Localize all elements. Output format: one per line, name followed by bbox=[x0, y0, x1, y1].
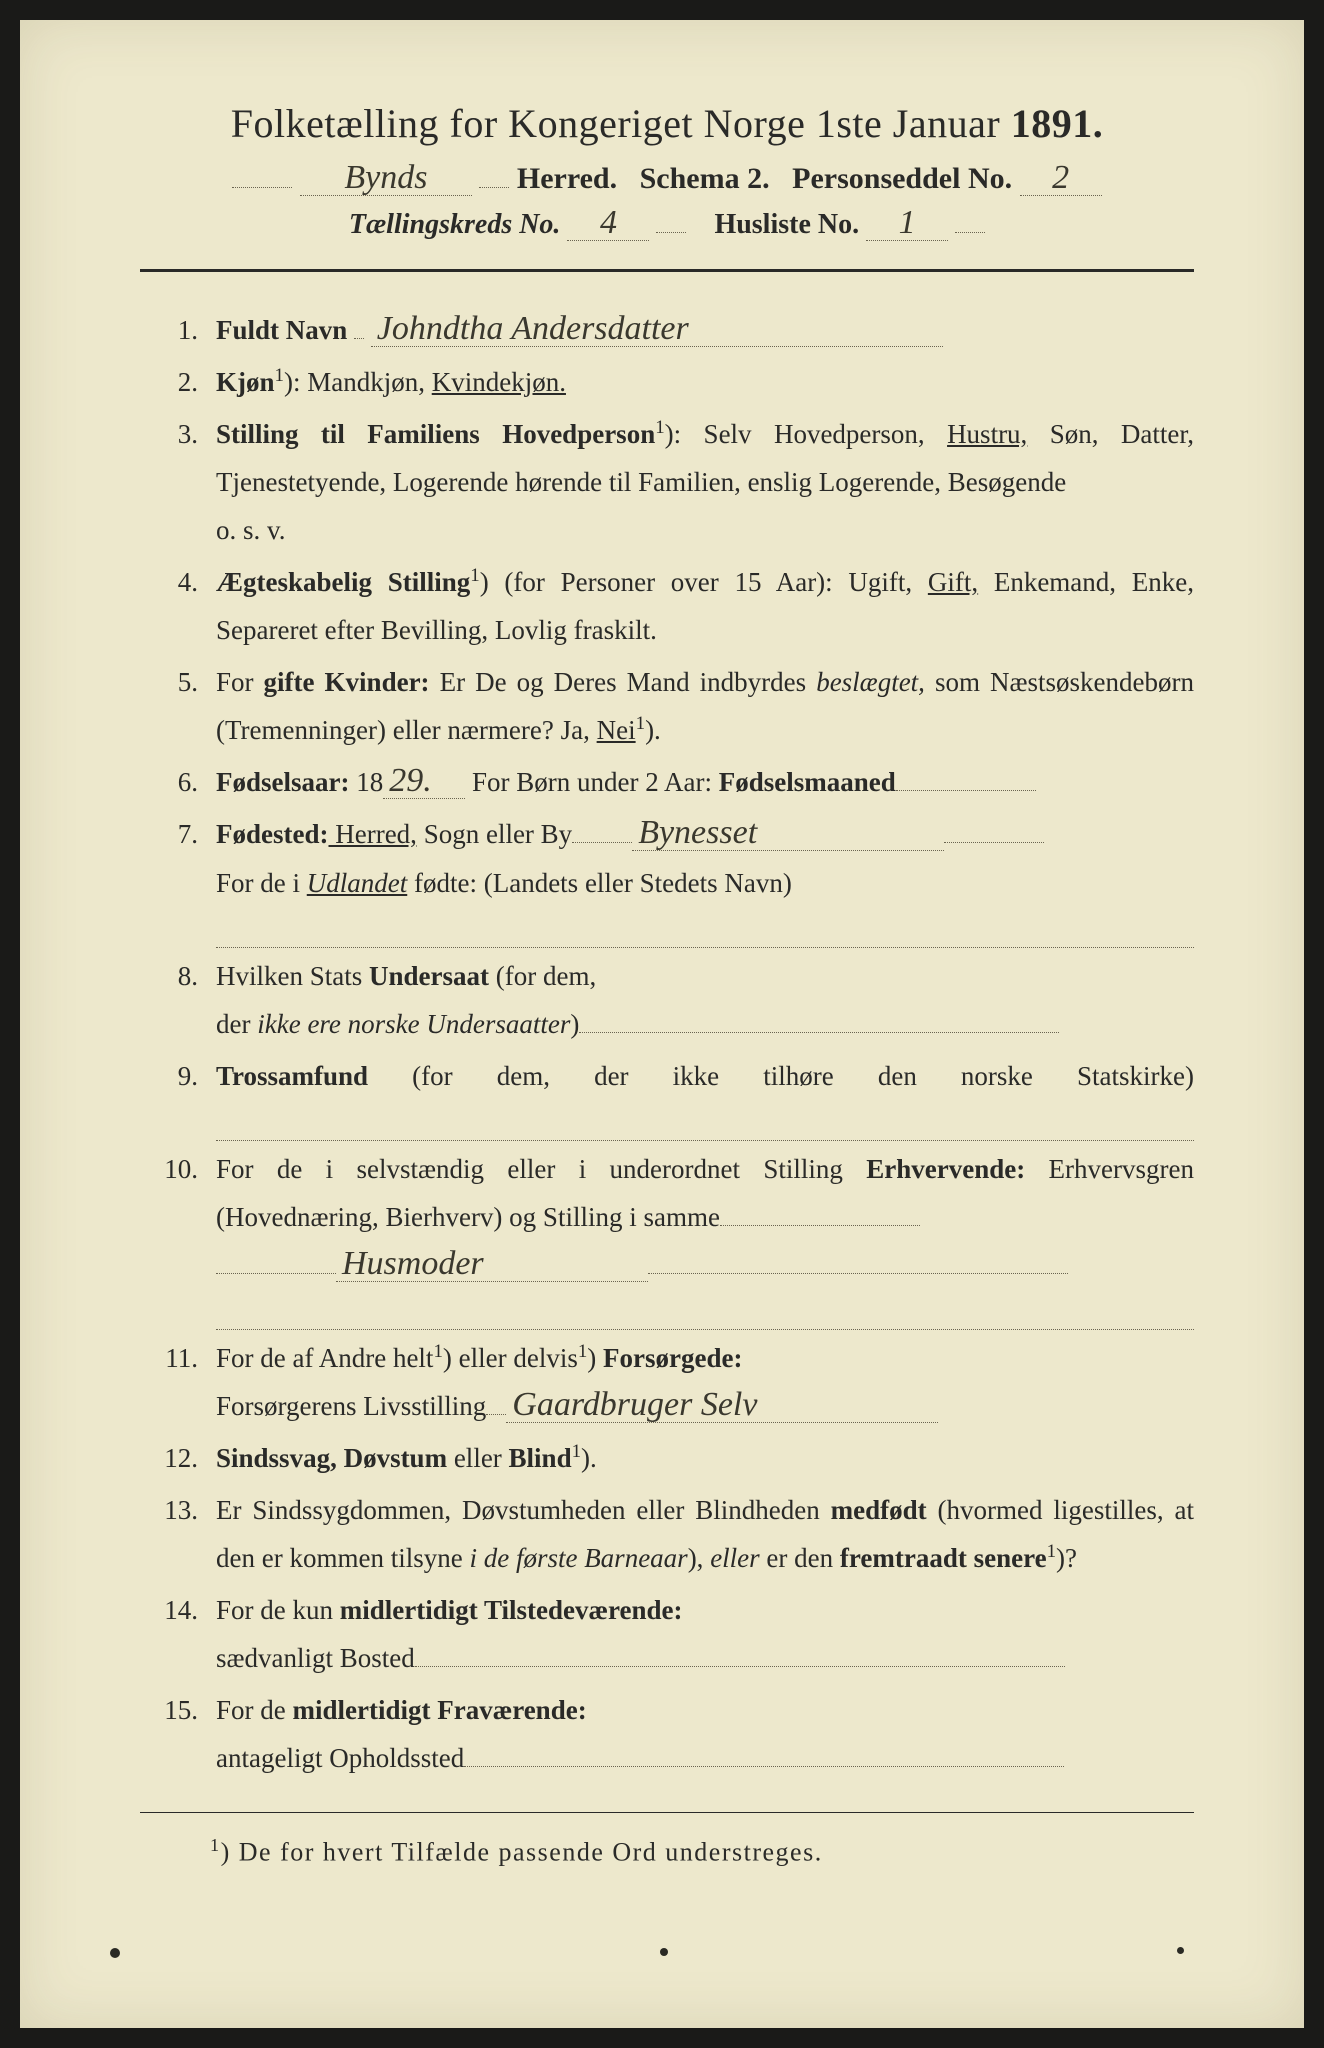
q15-num: 15. bbox=[140, 1686, 216, 1734]
schema-label: Schema 2. bbox=[640, 162, 770, 195]
q14-num: 14. bbox=[140, 1586, 216, 1634]
q5-num: 5. bbox=[140, 658, 216, 706]
q8: 8. Hvilken Stats Undersaat (for dem, der… bbox=[140, 952, 1194, 1048]
tk-no: 4 bbox=[567, 206, 649, 241]
q10: 10. For de i selvstændig eller i underor… bbox=[140, 1145, 1194, 1330]
q5-selected: Nei bbox=[597, 715, 636, 745]
q4-num: 4. bbox=[140, 558, 216, 606]
q4-selected: Gift, bbox=[928, 567, 978, 597]
ink-spot bbox=[1177, 1947, 1184, 1954]
q7-value: Bynesset bbox=[632, 816, 944, 851]
q2: 2. Kjøn1): Mandkjøn, Kvindekjøn. bbox=[140, 358, 1194, 406]
q12: 12. Sindssvag, Døvstum eller Blind1). bbox=[140, 1434, 1194, 1482]
q6: 6. Fødselsaar: 1829. For Børn under 2 Aa… bbox=[140, 758, 1194, 806]
q11: 11. For de af Andre helt1) eller delvis1… bbox=[140, 1334, 1194, 1430]
q2-label: Kjøn bbox=[216, 367, 275, 397]
footnote: 1) De for hvert Tilfælde passende Ord un… bbox=[140, 1835, 1194, 1868]
herred-handwritten: Bynds bbox=[300, 161, 472, 196]
q10-value: Husmoder bbox=[336, 1247, 648, 1282]
q6-num: 6. bbox=[140, 758, 216, 806]
q11-num: 11. bbox=[140, 1334, 216, 1382]
q7-num: 7. bbox=[140, 810, 216, 858]
q9-num: 9. bbox=[140, 1052, 216, 1100]
q13-num: 13. bbox=[140, 1486, 216, 1534]
q4: 4. Ægteskabelig Stilling1) (for Personer… bbox=[140, 558, 1194, 654]
q1-label: Fuldt Navn bbox=[216, 315, 347, 345]
q4-label: Ægteskabelig Stilling bbox=[216, 567, 470, 597]
subtitle-line-1: Bynds Herred. Schema 2. Personseddel No.… bbox=[140, 157, 1194, 196]
q1-num: 1. bbox=[140, 306, 216, 354]
personseddel-label: Personseddel No. bbox=[792, 162, 1012, 195]
divider-bottom bbox=[140, 1812, 1194, 1813]
page-title: Folketælling for Kongeriget Norge 1ste J… bbox=[140, 100, 1194, 147]
subtitle-line-2: Tællingskreds No. 4 Husliste No. 1 bbox=[140, 204, 1194, 241]
q5: 5. For gifte Kvinder: Er De og Deres Man… bbox=[140, 658, 1194, 754]
q2-num: 2. bbox=[140, 358, 216, 406]
q2-selected: Kvindekjøn. bbox=[432, 367, 566, 397]
title-year: 1891. bbox=[1011, 101, 1104, 146]
q7: 7. Fødested: Herred, Sogn eller ByByness… bbox=[140, 810, 1194, 947]
husliste-label: Husliste No. bbox=[714, 209, 859, 240]
q1: 1. Fuldt Navn Johndtha Andersdatter bbox=[140, 306, 1194, 354]
census-form-page: Folketælling for Kongeriget Norge 1ste J… bbox=[20, 20, 1304, 2028]
q11-value: Gaardbruger Selv bbox=[506, 1388, 938, 1423]
q9: 9. Trossamfund (for dem, der ikke tilhør… bbox=[140, 1052, 1194, 1141]
question-list: 1. Fuldt Navn Johndtha Andersdatter 2. K… bbox=[140, 306, 1194, 1782]
q15: 15. For de midlertidigt Fraværende: anta… bbox=[140, 1686, 1194, 1782]
q3: 3. Stilling til Familiens Hovedperson1):… bbox=[140, 410, 1194, 554]
q10-num: 10. bbox=[140, 1145, 216, 1193]
q12-num: 12. bbox=[140, 1434, 216, 1482]
q3-selected: Hustru, bbox=[947, 419, 1027, 449]
ink-spot bbox=[660, 1948, 668, 1956]
q13: 13. Er Sindssygdommen, Døvstumheden elle… bbox=[140, 1486, 1194, 1582]
husliste-no: 1 bbox=[866, 206, 948, 241]
q1-value: Johndtha Andersdatter bbox=[371, 312, 943, 347]
q14: 14. For de kun midlertidigt Tilstedevære… bbox=[140, 1586, 1194, 1682]
q6-year: 29. bbox=[383, 764, 465, 799]
divider-top bbox=[140, 269, 1194, 272]
title-prefix: Folketælling for Kongeriget Norge 1ste J… bbox=[231, 101, 1000, 146]
herred-label: Herred. bbox=[517, 162, 617, 195]
q3-label: Stilling til Familiens Hovedperson bbox=[216, 419, 655, 449]
ink-spot bbox=[110, 1948, 120, 1958]
tk-label: Tællingskreds No. bbox=[349, 209, 561, 240]
q8-num: 8. bbox=[140, 952, 216, 1000]
q3-num: 3. bbox=[140, 410, 216, 458]
personseddel-no: 2 bbox=[1020, 161, 1102, 196]
